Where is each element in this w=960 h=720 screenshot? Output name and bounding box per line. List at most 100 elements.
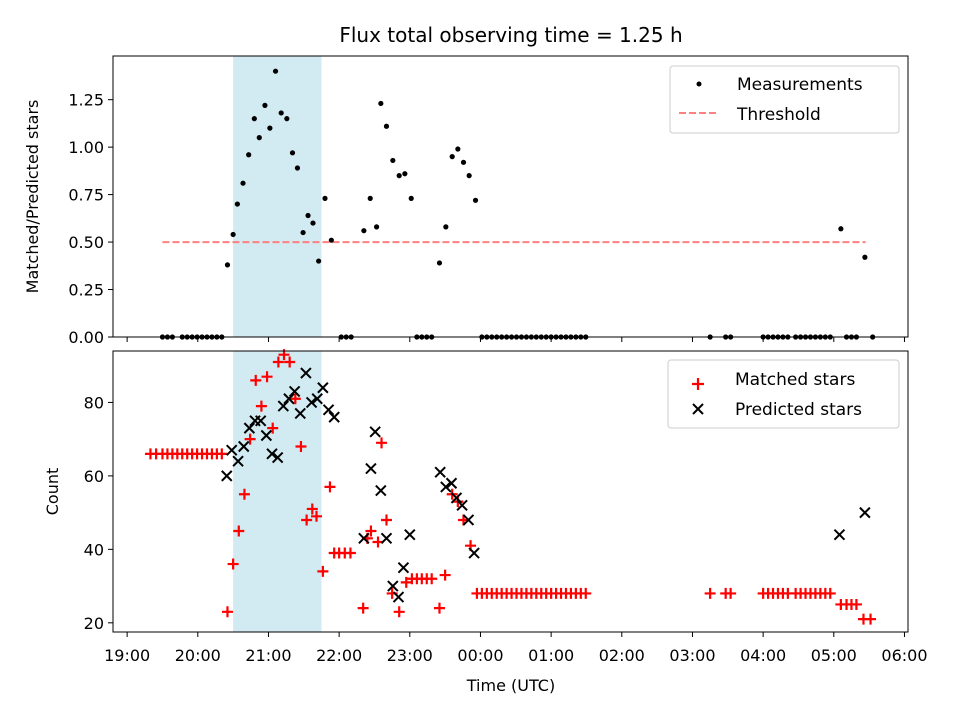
measurement-point bbox=[408, 195, 414, 201]
predicted-star-point bbox=[238, 440, 250, 453]
measurement-point bbox=[230, 231, 236, 238]
predicted-star-point bbox=[266, 448, 278, 460]
predicted-star-point bbox=[369, 426, 381, 438]
measurement-point bbox=[256, 135, 262, 141]
predicted-star-point bbox=[445, 477, 458, 489]
bottom-legend-box bbox=[667, 359, 900, 429]
bottom-y-tick-label: 40 bbox=[84, 540, 104, 559]
measurement-point bbox=[272, 68, 279, 74]
bottom-legend: Matched stars Predicted stars bbox=[667, 359, 900, 429]
predicted-star-point bbox=[440, 481, 452, 493]
measurement-point bbox=[383, 123, 390, 129]
predicted-star-point bbox=[387, 580, 399, 592]
predicted-star-point bbox=[288, 385, 301, 398]
measurement-point bbox=[472, 197, 479, 203]
measurement-point bbox=[460, 159, 467, 165]
matched-star-point bbox=[250, 374, 262, 386]
measurement-point bbox=[240, 180, 246, 186]
top-y-tick-label: 1.00 bbox=[68, 138, 104, 157]
predicted-star-point bbox=[311, 393, 323, 405]
predicted-star-point bbox=[380, 532, 393, 545]
matched-star-point bbox=[221, 606, 233, 618]
matched-star-point bbox=[357, 602, 369, 614]
matched-star-point bbox=[289, 393, 301, 405]
predicted-star-point bbox=[434, 466, 446, 478]
bottom-axes-frame bbox=[112, 350, 909, 633]
matched-star-point bbox=[376, 437, 388, 449]
x-tick-label: 22:00 bbox=[316, 646, 362, 665]
measurement-point bbox=[234, 201, 240, 207]
predicted-star-point bbox=[232, 455, 244, 467]
predicted-star-point bbox=[358, 532, 370, 545]
measurement-point bbox=[310, 220, 316, 226]
measurement-point bbox=[402, 171, 408, 177]
x-tick-label: 02:00 bbox=[599, 646, 645, 665]
predicted-star-point bbox=[833, 528, 846, 541]
matched-star-point bbox=[306, 503, 318, 515]
x-tick-label: 21:00 bbox=[245, 646, 291, 665]
matched-star-point bbox=[433, 602, 445, 614]
matched-star-point bbox=[311, 510, 323, 522]
x-tick-label: 06:00 bbox=[881, 646, 927, 665]
matched-star-point bbox=[244, 433, 256, 445]
measurement-point bbox=[267, 125, 273, 131]
top-y-tick-label: 1.25 bbox=[68, 91, 104, 110]
matched-star-point bbox=[238, 488, 250, 500]
bottom-highlight-span bbox=[233, 351, 322, 632]
matched-star-point bbox=[344, 547, 356, 559]
chart-title: Flux total observing time = 1.25 h bbox=[339, 23, 682, 47]
matched-star-point bbox=[824, 587, 836, 599]
bottom-y-tick-label: 80 bbox=[84, 393, 104, 412]
legend-matched-marker bbox=[692, 378, 704, 390]
bottom-y-ticks: 20 40 60 80 bbox=[84, 393, 113, 633]
legend-predicted-marker bbox=[692, 403, 704, 415]
predicted-star-point bbox=[243, 422, 256, 434]
measurement-point bbox=[466, 173, 472, 179]
matched-star-point bbox=[295, 441, 307, 453]
predicted-star-point bbox=[294, 407, 306, 420]
bottom-x-ticks: 19:00 20:00 21:00 22:00 23:00 00:00 01:00 02:00… bbox=[104, 632, 928, 665]
matched-star-point bbox=[365, 525, 377, 537]
x-tick-label: 19:00 bbox=[104, 646, 150, 665]
top-y-tick-label: 0.75 bbox=[68, 186, 104, 205]
measurement-point bbox=[390, 157, 396, 164]
matched-star-point bbox=[725, 587, 737, 599]
predicted-star-point bbox=[468, 547, 480, 559]
matched-star-point bbox=[393, 606, 405, 618]
x-tick-label: 01:00 bbox=[528, 646, 574, 665]
matched-star-point bbox=[426, 573, 438, 585]
predicted-star-point bbox=[317, 382, 329, 394]
bottom-panel: 20 40 60 80 19:00 20:00 21:00 22:00 23:00 00:00 0… bbox=[43, 349, 928, 695]
top-y-tick-label: 0.50 bbox=[68, 233, 104, 252]
predicted-star-point bbox=[375, 484, 387, 497]
bottom-y-axis-label: Count bbox=[43, 468, 62, 516]
measurement-point bbox=[262, 102, 268, 108]
legend-predicted-label: Predicted stars bbox=[735, 400, 862, 420]
measurement-point bbox=[322, 195, 328, 201]
measurement-point bbox=[224, 262, 231, 268]
matched-star-point bbox=[380, 514, 392, 526]
x-axis-label: Time (UTC) bbox=[466, 676, 555, 695]
predicted-star-point bbox=[397, 562, 410, 574]
matched-star-point bbox=[216, 448, 228, 460]
measurement-point bbox=[300, 229, 306, 236]
matched-star-point bbox=[865, 613, 877, 625]
top-y-ticks: 0.00 0.25 0.50 0.75 1.00 1.25 bbox=[68, 91, 113, 347]
top-x-ticks bbox=[126, 337, 905, 342]
measurement-point bbox=[305, 212, 311, 219]
measurement-point bbox=[367, 195, 373, 201]
x-tick-label: 23:00 bbox=[387, 646, 433, 665]
measurement-point bbox=[396, 173, 402, 179]
matched-star-point bbox=[580, 587, 592, 599]
matched-star-point bbox=[233, 525, 245, 537]
predicted-star-point bbox=[328, 411, 340, 423]
predicted-star-point bbox=[260, 429, 273, 442]
measurement-point bbox=[378, 100, 384, 107]
matched-star-point bbox=[261, 371, 273, 383]
predicted-star-point bbox=[365, 462, 377, 475]
legend-matched-label: Matched stars bbox=[735, 370, 855, 390]
measurement-point bbox=[316, 258, 322, 264]
matched-star-point bbox=[255, 400, 267, 412]
bottom-y-tick-label: 60 bbox=[84, 467, 104, 486]
measurement-point bbox=[838, 226, 844, 232]
